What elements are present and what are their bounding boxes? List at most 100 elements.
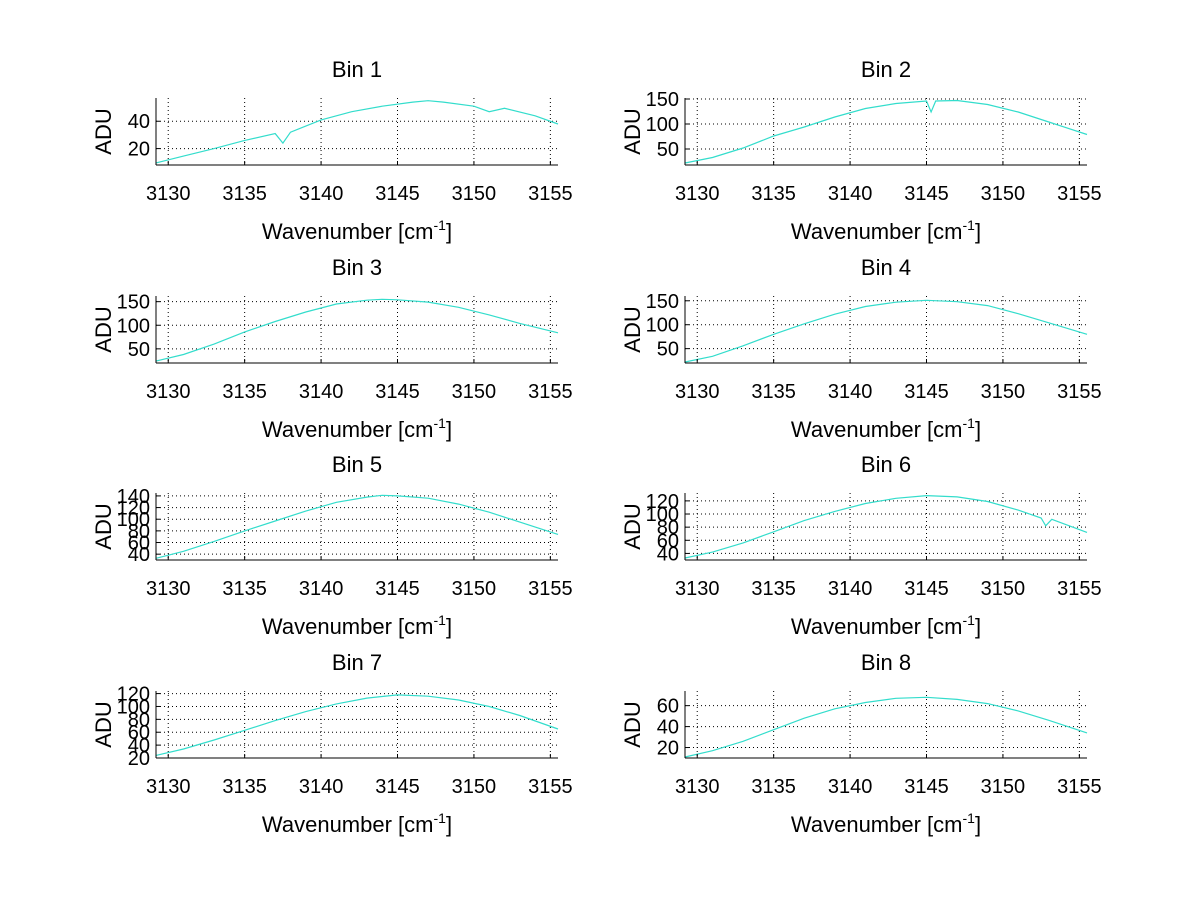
x-tick-label: 3140 <box>299 776 344 798</box>
x-axis-label-superscript: -1 <box>434 415 447 431</box>
x-tick-label: 3140 <box>299 183 344 205</box>
x-tick-label: 3150 <box>981 776 1026 798</box>
subplot-title: Bin 8 <box>861 650 911 675</box>
x-tick-label: 3150 <box>452 776 497 798</box>
subplot-title: Bin 6 <box>861 452 911 477</box>
x-axis-label: Wavenumber [cm-1] <box>791 217 981 244</box>
x-tick-label: 3145 <box>904 776 949 798</box>
x-axis-label-main: Wavenumber [cm <box>262 614 434 639</box>
x-axis-label-tail: ] <box>975 417 981 442</box>
spectrum-line <box>684 99 1088 164</box>
x-tick-label: 3145 <box>904 381 949 403</box>
spectrum-line <box>684 299 1088 363</box>
spectrum-line <box>155 100 559 164</box>
y-axis-label: ADU <box>620 701 645 747</box>
x-axis-label-tail: ] <box>446 614 452 639</box>
x-tick-label: 3130 <box>675 578 720 600</box>
y-axis-label: ADU <box>620 306 645 352</box>
x-tick-label: 3140 <box>828 776 873 798</box>
x-axis-label-main: Wavenumber [cm <box>791 219 963 244</box>
y-tick-label: 100 <box>117 315 150 337</box>
y-tick-label: 40 <box>128 544 150 566</box>
x-tick-label: 3130 <box>146 183 191 205</box>
y-tick-label: 40 <box>128 735 150 757</box>
y-tick-label: 20 <box>657 738 679 760</box>
y-tick-label: 60 <box>128 533 150 555</box>
x-axis-label-main: Wavenumber [cm <box>262 219 434 244</box>
x-axis-label-tail: ] <box>446 812 452 837</box>
subplot-title: Bin 5 <box>332 452 382 477</box>
x-axis-label-superscript: -1 <box>963 217 976 233</box>
x-tick-label: 3130 <box>675 776 720 798</box>
y-tick-label: 150 <box>117 292 150 314</box>
x-tick-label: 3135 <box>751 183 796 205</box>
y-axis-label: ADU <box>91 306 116 352</box>
y-tick-label: 100 <box>646 114 679 136</box>
y-axis-label: ADU <box>620 108 645 154</box>
y-tick-label: 80 <box>128 709 150 731</box>
x-axis-label-main: Wavenumber [cm <box>791 417 963 442</box>
y-tick-label: 140 <box>117 486 150 508</box>
y-tick-label: 20 <box>128 748 150 770</box>
x-tick-label: 3145 <box>904 578 949 600</box>
x-tick-label: 3145 <box>375 578 420 600</box>
y-tick-label: 80 <box>128 521 150 543</box>
spectrum-line <box>155 494 559 559</box>
x-axis-label-main: Wavenumber [cm <box>791 812 963 837</box>
y-tick-label: 40 <box>657 543 679 565</box>
x-axis-label-main: Wavenumber [cm <box>262 417 434 442</box>
x-axis-label-tail: ] <box>446 417 452 442</box>
x-tick-label: 3150 <box>452 381 497 403</box>
y-tick-label: 120 <box>117 498 150 520</box>
x-tick-label: 3155 <box>1057 776 1102 798</box>
y-tick-label: 100 <box>117 509 150 531</box>
x-tick-label: 3155 <box>1057 578 1102 600</box>
x-axis-label: Wavenumber [cm-1] <box>791 612 981 639</box>
x-axis-label-superscript: -1 <box>434 217 447 233</box>
x-axis-label: Wavenumber [cm-1] <box>791 415 981 442</box>
x-tick-label: 3135 <box>222 578 267 600</box>
y-tick-label: 20 <box>128 139 150 161</box>
x-tick-label: 3145 <box>375 776 420 798</box>
y-tick-label: 40 <box>657 717 679 739</box>
x-tick-label: 3130 <box>675 183 720 205</box>
subplot-title: Bin 1 <box>332 57 382 82</box>
y-axis-label: ADU <box>91 108 116 154</box>
x-axis-label-main: Wavenumber [cm <box>262 812 434 837</box>
y-tick-label: 150 <box>646 291 679 313</box>
x-axis-label-tail: ] <box>975 219 981 244</box>
subplot-bin-1: 3130 3135 3140 3145 3150 3155 20 40 Bin 1 Wavenum… <box>91 57 573 244</box>
y-tick-label: 100 <box>646 504 679 526</box>
x-axis-label-superscript: -1 <box>963 612 976 628</box>
x-axis-label: Wavenumber [cm-1] <box>262 217 452 244</box>
x-tick-label: 3130 <box>675 381 720 403</box>
x-tick-label: 3145 <box>375 183 420 205</box>
y-tick-label: 60 <box>657 530 679 552</box>
x-axis-label-superscript: -1 <box>434 810 447 826</box>
x-tick-label: 3140 <box>828 578 873 600</box>
x-axis-label-superscript: -1 <box>963 810 976 826</box>
x-tick-label: 3155 <box>528 578 573 600</box>
subplot-title: Bin 3 <box>332 255 382 280</box>
y-tick-label: 50 <box>128 339 150 361</box>
y-axis-label: ADU <box>91 701 116 747</box>
y-tick-label: 100 <box>646 315 679 337</box>
x-axis-label-tail: ] <box>975 812 981 837</box>
x-axis-label-tail: ] <box>975 614 981 639</box>
subplot-title: Bin 7 <box>332 650 382 675</box>
x-tick-label: 3150 <box>452 578 497 600</box>
x-tick-label: 3140 <box>299 578 344 600</box>
x-tick-label: 3135 <box>751 578 796 600</box>
x-axis-label-superscript: -1 <box>434 612 447 628</box>
x-tick-label: 3140 <box>828 381 873 403</box>
x-tick-label: 3145 <box>375 381 420 403</box>
x-tick-label: 3150 <box>981 183 1026 205</box>
x-tick-label: 3140 <box>299 381 344 403</box>
x-axis-label-tail: ] <box>446 219 452 244</box>
subplot-title: Bin 4 <box>861 255 911 280</box>
